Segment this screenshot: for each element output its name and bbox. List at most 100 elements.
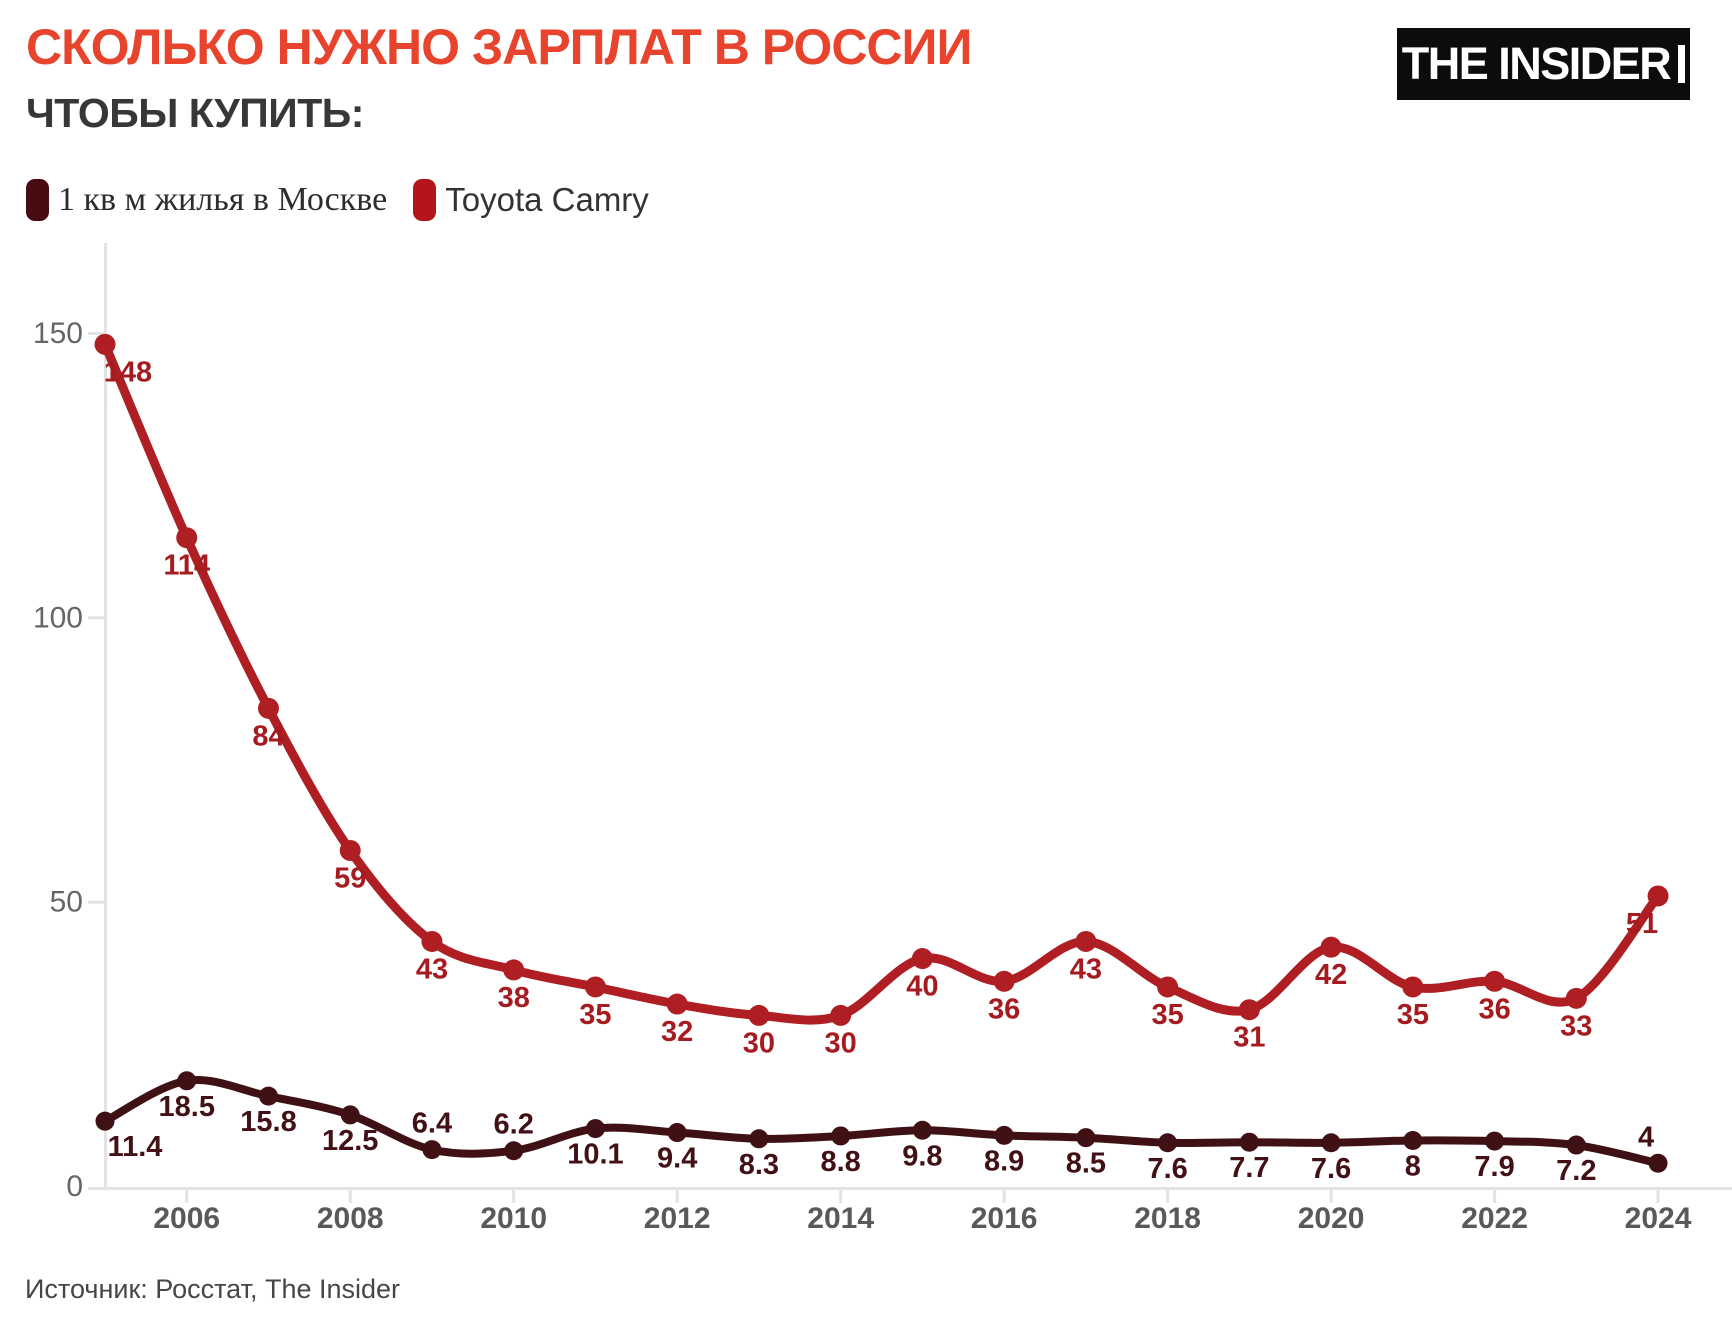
legend-swatch-sqm-moscow [26,179,49,221]
y-tick-label: 100 [33,601,83,634]
data-point[interactable] [667,1123,687,1143]
chart-title: СКОЛЬКО НУЖНО ЗАРПЛАТ В РОССИИ [26,19,972,75]
data-point[interactable] [1566,1135,1586,1155]
data-point[interactable] [1648,1153,1668,1173]
data-label: 15.8 [240,1106,296,1138]
data-point[interactable] [504,1141,524,1161]
data-point[interactable] [911,948,933,970]
data-point[interactable] [95,1111,115,1131]
data-label: 51 [1626,908,1658,940]
data-label: 7.6 [1147,1153,1187,1185]
data-point[interactable] [830,1004,852,1026]
data-label: 30 [825,1027,857,1059]
y-tick-label: 0 [66,1170,83,1203]
data-point[interactable] [585,1119,605,1139]
data-label: 8.3 [739,1149,779,1181]
y-tick-label: 50 [50,886,83,919]
data-point[interactable] [1484,970,1506,992]
data-label: 7.9 [1474,1151,1514,1183]
data-label: 43 [416,953,448,985]
data-label: 4 [1638,1121,1654,1153]
data-label: 35 [1397,999,1429,1031]
data-point[interactable] [177,1071,197,1091]
data-label: 8 [1405,1151,1421,1183]
x-tick-label: 2018 [1134,1202,1201,1235]
data-point[interactable] [1321,1133,1341,1153]
data-point[interactable] [258,1086,278,1106]
data-point[interactable] [257,697,279,719]
data-point[interactable] [994,1125,1014,1145]
x-tick-label: 2006 [153,1202,220,1235]
data-point[interactable] [1157,976,1179,998]
legend-label-sqm-moscow: 1 кв м жилья в Москве [58,181,388,218]
data-label: 9.4 [657,1143,697,1175]
data-point[interactable] [993,970,1015,992]
x-tick-label: 2010 [480,1202,547,1235]
data-label: 7.6 [1311,1153,1351,1185]
data-point[interactable] [339,839,361,861]
data-point[interactable] [1647,885,1669,907]
data-point[interactable] [1320,936,1342,958]
data-point[interactable] [176,527,198,549]
logo-cursor-bar [1678,45,1686,83]
data-label: 36 [1478,993,1510,1025]
data-label: 10.1 [567,1139,623,1171]
source-note: Источник: Росстат, The Insider [25,1274,401,1304]
data-label: 42 [1315,959,1347,991]
data-point[interactable] [1403,1131,1423,1151]
data-point[interactable] [1075,930,1097,952]
data-point[interactable] [1402,976,1424,998]
data-label: 33 [1560,1010,1592,1042]
data-label: 38 [498,982,530,1014]
data-point[interactable] [503,959,525,981]
data-point[interactable] [1239,1132,1259,1152]
legend-swatch-toyota-camry [413,179,437,221]
data-point[interactable] [1076,1128,1096,1148]
data-label: 8.9 [984,1145,1024,1177]
x-tick-label: 2016 [971,1202,1038,1235]
data-point[interactable] [912,1120,932,1140]
data-point[interactable] [831,1126,851,1146]
data-label: 31 [1233,1022,1265,1054]
data-label: 11.4 [108,1131,163,1163]
x-tick-label: 2020 [1298,1202,1365,1235]
data-label: 84 [252,720,284,752]
data-label: 12.5 [322,1125,378,1157]
data-label: 8.5 [1066,1148,1106,1180]
data-label: 8.8 [820,1146,860,1178]
data-label: 6.2 [494,1109,534,1141]
x-tick-label: 2022 [1461,1202,1528,1235]
data-point[interactable] [1238,999,1260,1021]
y-tick-label: 150 [33,317,83,350]
x-tick-label: 2014 [807,1202,874,1235]
chart-subtitle: ЧТОБЫ КУПИТЬ: [26,90,364,136]
data-point[interactable] [422,1140,442,1160]
data-point[interactable] [666,993,688,1015]
x-tick-label: 2008 [317,1202,384,1235]
data-point[interactable] [94,333,116,355]
data-point[interactable] [1565,987,1587,1009]
data-label: 35 [1151,999,1183,1031]
x-tick-label: 2024 [1625,1202,1692,1235]
data-label: 6.4 [412,1108,452,1140]
data-label: 59 [334,862,366,894]
series-line-toyota-camry [100,339,1663,1025]
data-label: 9.8 [902,1140,942,1172]
data-point[interactable] [1485,1131,1505,1151]
data-point[interactable] [749,1129,769,1149]
data-point[interactable] [584,976,606,998]
data-point[interactable] [748,1004,770,1026]
data-label: 32 [661,1016,693,1048]
data-label: 7.2 [1556,1155,1596,1187]
data-label: 148 [104,356,152,388]
data-point[interactable] [1158,1133,1178,1153]
legend-item-toyota-camry: Toyota Camry [413,179,649,221]
data-label: 35 [579,999,611,1031]
data-point[interactable] [421,930,443,952]
data-label: 7.7 [1229,1152,1269,1184]
data-label: 30 [743,1027,775,1059]
the-insider-logo: THE INSIDER [1397,28,1690,100]
data-label: 40 [906,971,938,1003]
data-label: 43 [1070,953,1102,985]
data-point[interactable] [340,1105,360,1125]
